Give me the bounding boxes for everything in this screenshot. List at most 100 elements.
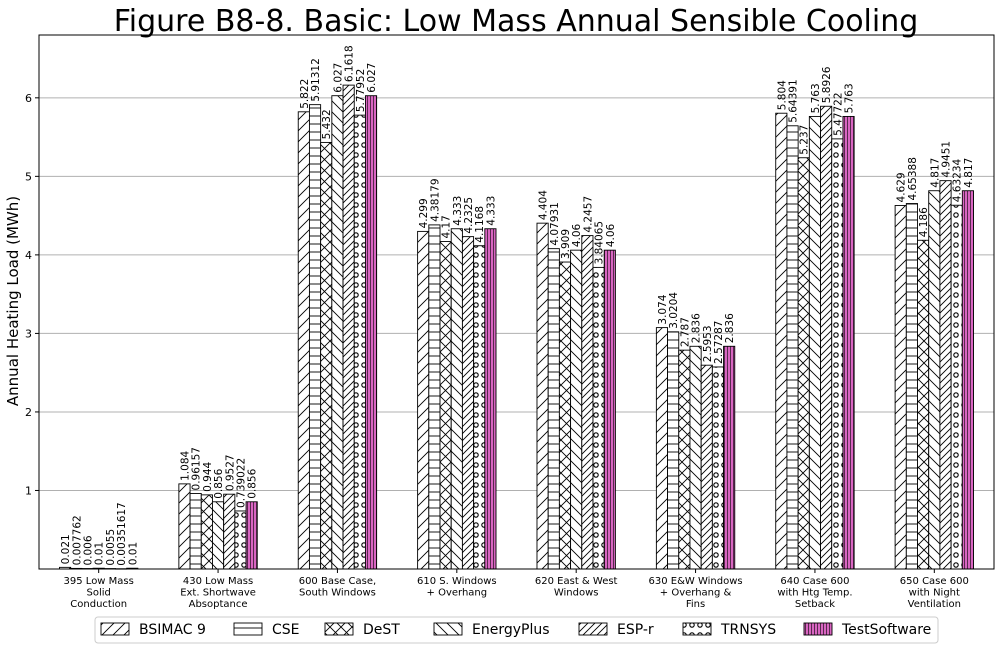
bar: [906, 204, 917, 569]
bar: [190, 493, 201, 569]
bar: [321, 142, 332, 569]
bar-value-label: 5.77952: [355, 69, 367, 112]
bar: [929, 191, 940, 569]
bar: [571, 250, 582, 569]
bar: [951, 205, 962, 569]
legend-label: ESP-r: [617, 622, 654, 638]
bar-value-label: 2.836: [691, 313, 703, 343]
bar-value-label: 6.027: [332, 63, 344, 93]
bar-value-label: 0.739022: [235, 458, 247, 508]
bar-value-label: 0.007762: [71, 515, 83, 565]
bar: [940, 181, 951, 569]
bar-value-label: 1.084: [179, 450, 191, 480]
legend-label: BSIMAC 9: [139, 622, 206, 638]
chart-title: Figure B8-8. Basic: Low Mass Annual Sens…: [114, 4, 919, 39]
bar: [895, 205, 906, 569]
bar-value-label: 5.804: [776, 80, 788, 110]
bar-value-label: 4.817: [963, 158, 975, 188]
bar: [559, 262, 570, 569]
bar: [656, 328, 667, 569]
bar-groups: [59, 85, 973, 569]
bar-value-label: 2.57287: [713, 321, 725, 364]
legend-swatch: [804, 623, 832, 635]
bar-value-label: 6.027: [366, 63, 378, 93]
bar-value-label: 3.909: [560, 229, 572, 259]
y-axis-label: Annual Heating Load (MWh): [4, 196, 22, 406]
bar-value-label: 3.074: [657, 294, 669, 324]
bar-value-label: 4.299: [418, 198, 430, 228]
bar: [343, 85, 354, 569]
bar-value-label: 4.07931: [549, 202, 561, 245]
bar-value-label: 2.836: [724, 313, 736, 343]
legend-swatch: [434, 623, 462, 635]
x-category-label: 610 S. Windows+ Overhang: [417, 576, 497, 599]
bar: [418, 231, 429, 569]
bar: [462, 237, 473, 569]
bar-value-label: 5.822: [299, 79, 311, 109]
y-tick-label: 1: [25, 484, 32, 497]
bar-value-label: 0.01: [94, 542, 106, 565]
bar-value-label: 2.787: [679, 317, 691, 347]
bar-value-label: 0.944: [202, 461, 214, 491]
legend-swatch: [101, 623, 129, 635]
legend-swatch: [579, 623, 607, 635]
bar: [451, 229, 462, 569]
bar: [604, 250, 615, 569]
bar: [593, 267, 604, 569]
bar: [537, 223, 548, 569]
x-category-label: 630 E&W Windows+ Overhang &Fins: [649, 576, 743, 610]
bar: [309, 105, 320, 569]
bar: [679, 350, 690, 569]
bar-value-label: 5.8926: [821, 66, 833, 103]
bar: [201, 495, 212, 569]
y-tick-label: 4: [25, 249, 32, 262]
bar-value-label: 0.0055: [105, 529, 117, 566]
bar-value-label: 5.763: [810, 83, 822, 113]
bar-value-label: 4.2457: [582, 196, 594, 233]
legend-label: EnergyPlus: [472, 622, 550, 638]
bar-value-label: 4.629: [896, 172, 908, 202]
legend-swatch: [325, 623, 353, 635]
bar-value-label: 4.333: [485, 196, 497, 226]
bar-value-label: 2.5953: [702, 325, 714, 362]
bar: [354, 115, 365, 569]
y-tick-label: 5: [25, 170, 32, 183]
bar-value-label: 5.432: [321, 109, 333, 139]
y-tick-label: 6: [25, 92, 32, 105]
bar: [668, 332, 679, 569]
bar-value-label: 0.006: [82, 535, 94, 565]
bar: [712, 367, 723, 569]
bar-value-label: 4.63234: [952, 158, 964, 202]
bar: [179, 484, 190, 569]
bar-value-label: 4.186: [918, 207, 930, 237]
legend-label: DeST: [363, 622, 400, 638]
bar-value-label: 4.65388: [907, 157, 919, 200]
bar-value-label: 5.91312: [310, 58, 322, 101]
bar-value-label: 4.38179: [429, 178, 441, 221]
bar-value-label: 5.763: [844, 83, 856, 113]
bar: [798, 158, 809, 569]
bar-value-label: 4.06: [571, 223, 583, 247]
bar-value-label: 0.021: [60, 534, 72, 564]
bar-value-label: 4.817: [929, 158, 941, 188]
bar: [821, 106, 832, 569]
bar: [246, 502, 257, 569]
bar-value-label: 5.47722: [832, 92, 844, 135]
bar-value-label: 4.1168: [474, 206, 486, 243]
bar-value-label: 0.01: [127, 542, 139, 565]
bar-value-label: 0.856: [247, 468, 259, 498]
bar: [440, 242, 451, 569]
y-tick-label: 3: [25, 327, 32, 340]
bar: [787, 126, 798, 569]
legend-label: TRNSYS: [720, 622, 776, 638]
bar-value-label: 0.856: [213, 468, 225, 498]
bar: [582, 236, 593, 569]
bar: [962, 191, 973, 569]
